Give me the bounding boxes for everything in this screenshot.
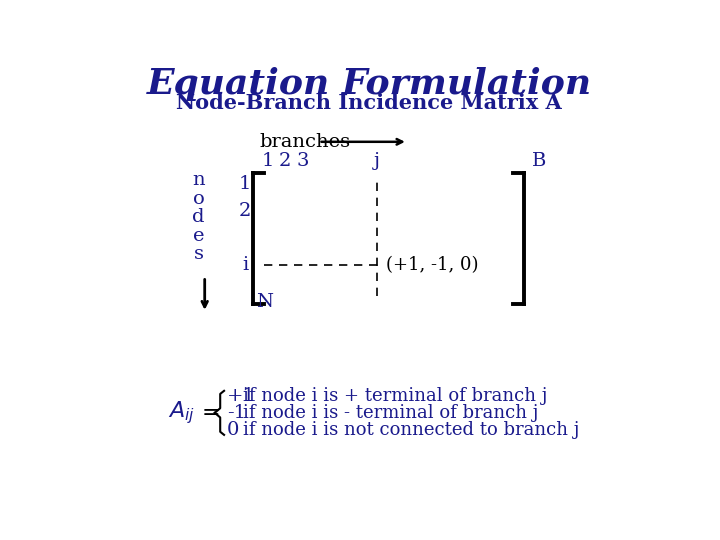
Text: 1: 1 <box>239 175 251 193</box>
Text: -1: -1 <box>228 404 246 422</box>
Text: =: = <box>202 402 220 424</box>
Text: B: B <box>532 152 546 170</box>
Text: 1: 1 <box>262 152 274 170</box>
Text: N: N <box>256 293 273 311</box>
Text: n: n <box>192 171 204 190</box>
Text: d: d <box>192 208 204 226</box>
Text: +1: +1 <box>228 387 256 405</box>
Text: e: e <box>193 227 204 245</box>
Text: 2: 2 <box>239 202 251 220</box>
Text: 3: 3 <box>296 152 309 170</box>
Text: if node i is - terminal of branch j: if node i is - terminal of branch j <box>243 404 538 422</box>
Text: 0: 0 <box>228 421 240 439</box>
Text: Node-Branch Incidence Matrix A: Node-Branch Incidence Matrix A <box>176 93 562 113</box>
Text: s: s <box>194 245 204 263</box>
Text: (+1, -1, 0): (+1, -1, 0) <box>386 256 479 274</box>
Text: 2: 2 <box>279 152 292 170</box>
Text: if node i is not connected to branch j: if node i is not connected to branch j <box>243 421 579 439</box>
Text: j: j <box>374 152 379 170</box>
Text: $A_{ij}$: $A_{ij}$ <box>168 400 194 426</box>
Text: o: o <box>193 190 204 208</box>
Text: if node i is + terminal of branch j: if node i is + terminal of branch j <box>243 387 547 405</box>
Text: i: i <box>242 256 248 274</box>
Text: Equation Formulation: Equation Formulation <box>146 67 592 101</box>
Text: branches: branches <box>259 133 350 151</box>
